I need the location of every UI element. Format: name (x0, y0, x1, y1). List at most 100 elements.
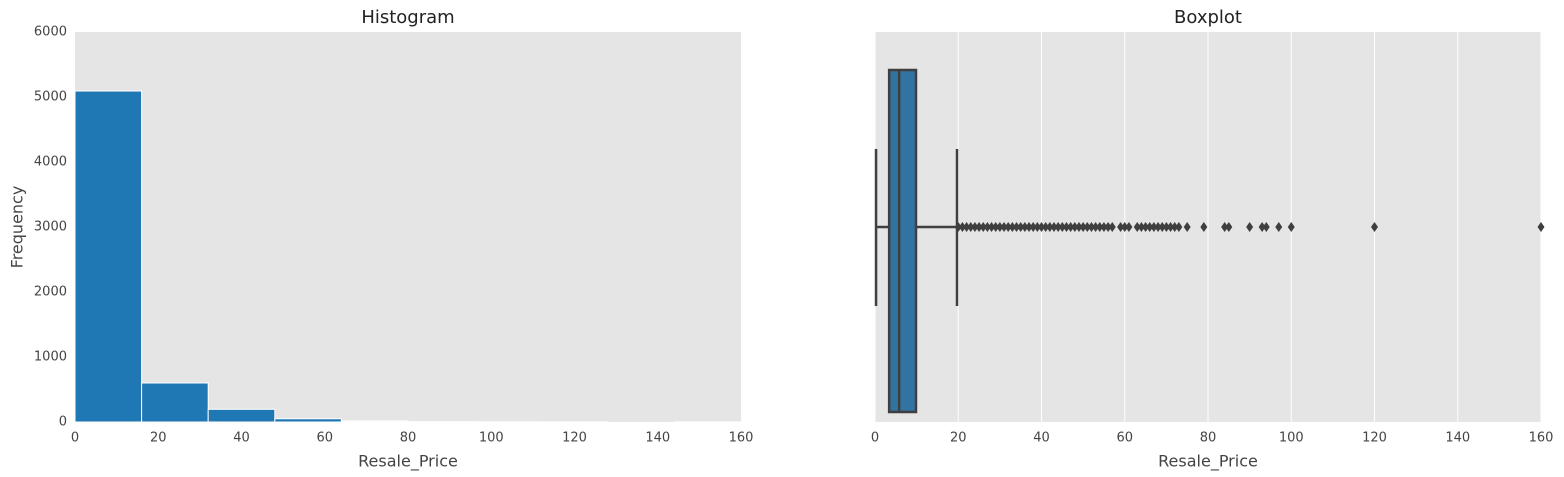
outlier (1146, 222, 1154, 232)
y-tick-label: 1000 (34, 350, 67, 365)
x-tick-label: 20 (950, 431, 967, 446)
y-tick-label: 3000 (34, 220, 67, 235)
outlier (1142, 222, 1150, 232)
outlier (983, 222, 991, 232)
x-axis-label: Resale_Price (1158, 452, 1258, 472)
x-tick-label: 140 (1445, 431, 1470, 446)
bar (274, 418, 342, 423)
outlier (1092, 222, 1100, 232)
outlier (1175, 222, 1183, 232)
y-tick-label: 5000 (34, 90, 67, 105)
outlier (988, 222, 996, 232)
outlier (1083, 222, 1091, 232)
outlier (1158, 222, 1166, 232)
x-tick-label: 100 (479, 431, 504, 446)
outlier (1075, 222, 1083, 232)
outlier (1275, 222, 1283, 232)
outlier (1067, 222, 1075, 232)
x-tick-label: 60 (1116, 431, 1133, 446)
outlier (1117, 222, 1125, 232)
x-tick-label: 140 (645, 431, 670, 446)
outlier (1000, 222, 1008, 232)
outlier (1137, 222, 1145, 232)
outlier (1033, 222, 1041, 232)
bar (141, 382, 209, 423)
outlier (1262, 222, 1270, 232)
x-tick-label: 160 (729, 431, 754, 446)
outlier (1287, 222, 1295, 232)
outlier (996, 222, 1004, 232)
outlier (1258, 222, 1266, 232)
outlier (1183, 222, 1191, 232)
outlier (1071, 222, 1079, 232)
outlier (1167, 222, 1175, 232)
outlier (954, 222, 962, 232)
bar (340, 420, 409, 423)
outlier (1008, 222, 1016, 232)
outlier (1150, 222, 1158, 232)
x-tick-label: 80 (400, 431, 417, 446)
x-tick-label: 40 (1033, 431, 1050, 446)
outlier (975, 222, 983, 232)
y-axis-label: Frequency (8, 186, 27, 269)
x-axis-label: Resale_Price (358, 452, 458, 472)
x-tick-label: 0 (71, 431, 79, 446)
x-tick-label: 160 (1529, 431, 1554, 446)
outlier (971, 222, 979, 232)
plot-background (75, 32, 741, 422)
outlier (1058, 222, 1066, 232)
x-tick-label: 20 (150, 431, 167, 446)
chart-title: Boxplot (1174, 7, 1242, 28)
outlier (1537, 222, 1545, 232)
outlier (1371, 222, 1378, 232)
outlier (1121, 222, 1129, 232)
outlier (1221, 222, 1229, 232)
y-tick-label: 4000 (34, 155, 67, 170)
outlier (1025, 222, 1033, 232)
x-tick-label: 60 (316, 431, 333, 446)
outlier (1021, 222, 1029, 232)
outlier (1079, 222, 1087, 232)
outlier (1225, 222, 1233, 232)
outlier (1154, 222, 1162, 232)
outlier (1029, 222, 1037, 232)
outlier (958, 222, 966, 232)
outlier (963, 222, 971, 232)
outlier (1125, 222, 1133, 232)
bar (74, 90, 143, 423)
outlier (1017, 222, 1025, 232)
chart-title: Histogram (361, 7, 454, 28)
outlier (1050, 222, 1058, 232)
outlier (1200, 222, 1208, 232)
outlier (1096, 222, 1104, 232)
x-tick-label: 0 (871, 431, 879, 446)
outlier (967, 222, 975, 232)
outlier (1054, 222, 1062, 232)
outlier (1133, 222, 1141, 232)
outlier (1038, 222, 1045, 232)
outlier (1087, 222, 1095, 232)
x-tick-label: 120 (1362, 431, 1387, 446)
outlier (1042, 222, 1050, 232)
bar (207, 408, 276, 423)
y-tick-label: 0 (59, 415, 67, 430)
outlier (1162, 222, 1170, 232)
outlier (979, 222, 987, 232)
outlier (992, 222, 1000, 232)
outlier (1104, 222, 1112, 232)
outlier (1062, 222, 1070, 232)
x-tick-label: 120 (562, 431, 587, 446)
outlier (1100, 222, 1108, 232)
y-tick-label: 2000 (34, 285, 67, 300)
outlier (1004, 222, 1012, 232)
outlier (1046, 222, 1054, 232)
y-tick-label: 6000 (34, 25, 67, 40)
outlier (1171, 222, 1179, 232)
x-tick-label: 40 (233, 431, 250, 446)
x-tick-label: 80 (1200, 431, 1217, 446)
box (887, 68, 918, 414)
x-tick-label: 100 (1279, 431, 1304, 446)
outlier (1013, 222, 1021, 232)
outlier (1246, 222, 1254, 232)
